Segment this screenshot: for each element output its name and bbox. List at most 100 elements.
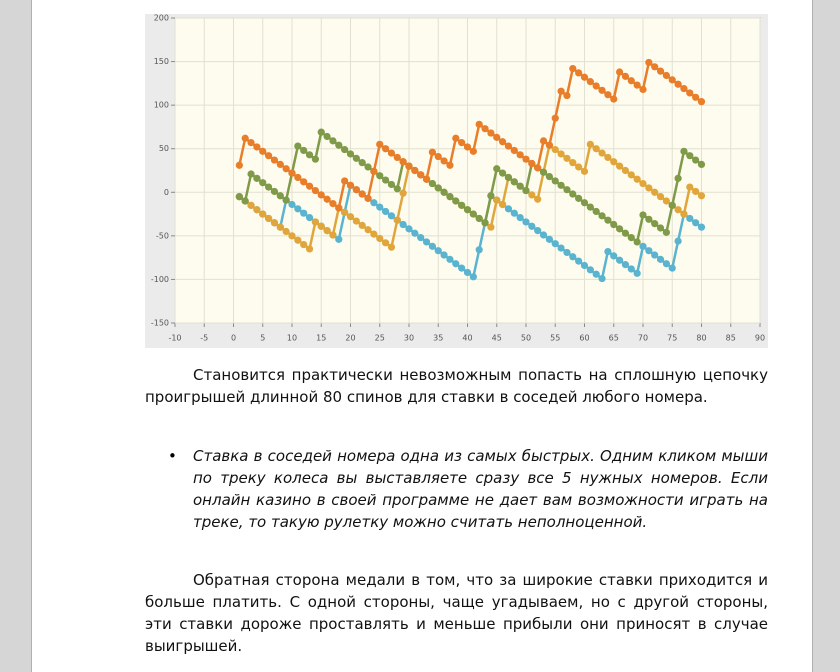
point [504, 205, 513, 213]
point [528, 191, 536, 199]
x-tick-label: -5 [200, 334, 208, 343]
point [428, 242, 436, 250]
point [639, 211, 647, 219]
point [534, 195, 542, 203]
point [680, 147, 688, 155]
point [510, 178, 518, 186]
point [323, 227, 331, 235]
point [247, 139, 255, 147]
y-tick-label: 200 [154, 14, 169, 23]
point [305, 182, 314, 190]
point [645, 215, 653, 223]
point [387, 243, 396, 251]
point [586, 140, 594, 148]
point [575, 163, 583, 171]
point [616, 256, 624, 264]
point [592, 145, 600, 153]
x-tick-label: 45 [492, 334, 502, 343]
point [563, 248, 571, 257]
point [633, 269, 641, 277]
point [387, 180, 396, 189]
point [534, 164, 542, 172]
point [656, 193, 665, 201]
point [487, 223, 495, 231]
bullet-text: Ставка в соседей номера одна из самых бы… [193, 447, 768, 531]
point [469, 147, 477, 155]
point [253, 143, 261, 151]
paragraph: Обратная сторона медали в том, что за ши… [145, 571, 768, 655]
point [575, 257, 583, 265]
y-tick-label: 0 [164, 188, 169, 197]
point [627, 77, 635, 85]
y-tick-label: -100 [151, 275, 169, 284]
point [364, 194, 372, 202]
point [276, 192, 284, 200]
point [288, 232, 296, 240]
x-tick-label: 70 [638, 334, 648, 343]
point [616, 225, 624, 233]
point [616, 68, 624, 76]
point [270, 187, 279, 196]
point [282, 227, 290, 236]
point [475, 246, 483, 254]
point [358, 190, 366, 198]
point [346, 213, 355, 221]
point [610, 220, 618, 229]
point [364, 163, 372, 171]
point [305, 245, 314, 253]
point [270, 156, 279, 164]
point [539, 168, 548, 176]
point [317, 128, 325, 136]
point [621, 166, 630, 175]
point [259, 210, 267, 218]
point [610, 252, 618, 260]
point [592, 270, 600, 278]
point [294, 173, 302, 182]
point [370, 167, 378, 175]
point [598, 274, 606, 283]
point [364, 226, 372, 234]
point [697, 223, 706, 231]
point [422, 175, 431, 183]
point [545, 141, 553, 149]
point [639, 242, 647, 250]
point [311, 186, 319, 195]
point [656, 224, 665, 232]
point [627, 234, 635, 242]
point [323, 132, 331, 141]
point [311, 155, 319, 163]
point [428, 179, 436, 188]
point [539, 137, 548, 145]
point [604, 216, 612, 224]
point [493, 133, 501, 141]
point [493, 165, 501, 173]
x-tick-label: 60 [579, 334, 589, 343]
point [633, 81, 641, 89]
point [335, 141, 343, 149]
x-tick-label: 20 [345, 334, 355, 343]
point [668, 76, 676, 84]
point [686, 214, 694, 223]
point [692, 93, 700, 101]
point [323, 195, 331, 203]
point [686, 152, 694, 160]
point [516, 213, 524, 222]
point [300, 178, 308, 186]
x-tick-label: 90 [755, 334, 765, 343]
point [329, 200, 337, 208]
point [458, 264, 466, 272]
point [475, 120, 483, 128]
point [692, 156, 700, 164]
point [557, 87, 565, 95]
point [458, 201, 466, 209]
point [370, 199, 378, 207]
point [487, 129, 495, 137]
point [539, 231, 548, 239]
point [569, 253, 577, 261]
x-tick-label: 55 [550, 334, 560, 343]
point [259, 147, 267, 155]
point [639, 179, 647, 188]
point [674, 237, 682, 245]
y-tick-label: 50 [159, 144, 169, 153]
point [469, 210, 477, 218]
